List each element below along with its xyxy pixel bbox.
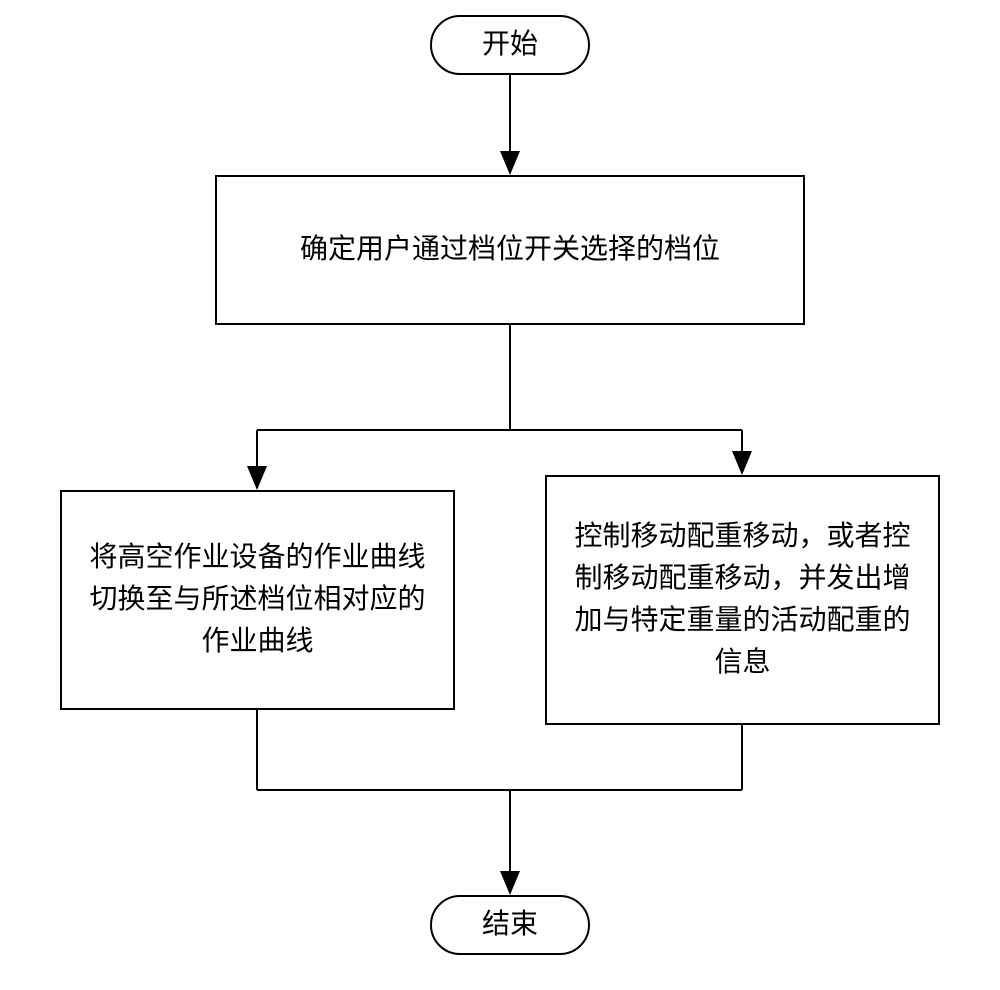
step2b-label: 控制移动配重移动，或者控制移动配重移动，并发出增加与特定重量的活动配重的信息 <box>567 516 918 684</box>
step1-label: 确定用户通过档位开关选择的档位 <box>300 229 720 271</box>
end-node: 结束 <box>430 895 590 955</box>
flowchart-container: 开始 确定用户通过档位开关选择的档位 将高空作业设备的作业曲线切换至与所述档位相… <box>0 0 1000 990</box>
end-label: 结束 <box>482 904 538 946</box>
start-label: 开始 <box>482 24 538 66</box>
step2a-label: 将高空作业设备的作业曲线切换至与所述档位相对应的作业曲线 <box>82 537 433 663</box>
start-node: 开始 <box>430 15 590 75</box>
step2b-node: 控制移动配重移动，或者控制移动配重移动，并发出增加与特定重量的活动配重的信息 <box>545 475 940 725</box>
step2a-node: 将高空作业设备的作业曲线切换至与所述档位相对应的作业曲线 <box>60 490 455 710</box>
step1-node: 确定用户通过档位开关选择的档位 <box>215 175 805 325</box>
